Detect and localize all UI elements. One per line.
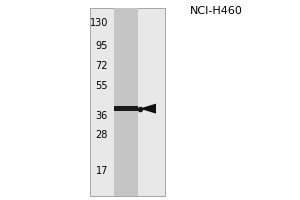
Text: NCI-H460: NCI-H460 <box>190 6 242 16</box>
Bar <box>114 8 138 196</box>
Text: 72: 72 <box>95 61 108 71</box>
Text: 130: 130 <box>90 18 108 28</box>
Text: 95: 95 <box>96 41 108 51</box>
Bar <box>90 8 165 196</box>
Text: 28: 28 <box>96 130 108 140</box>
Text: 36: 36 <box>96 111 108 121</box>
Text: 55: 55 <box>95 81 108 91</box>
Polygon shape <box>140 104 156 114</box>
Text: 17: 17 <box>96 166 108 176</box>
Bar <box>114 106 138 111</box>
